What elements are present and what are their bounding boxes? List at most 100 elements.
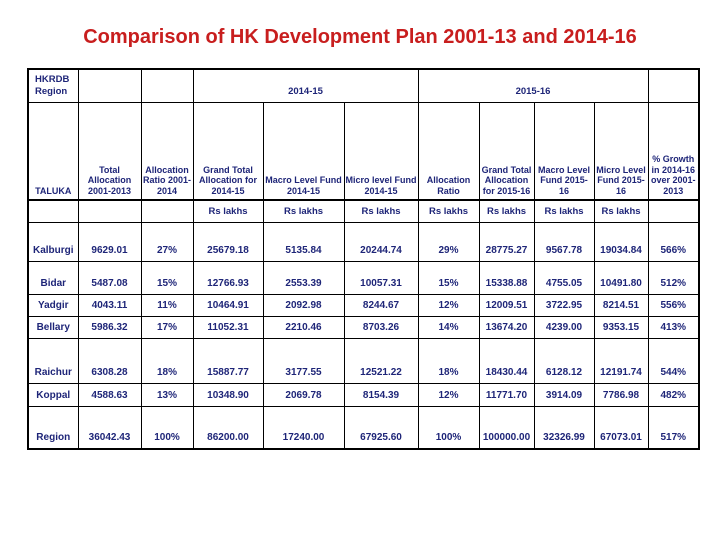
- unit-label: Rs lakhs: [593, 199, 649, 223]
- col-header-macro-fund-2014-15: Macro Level Fund 2014-15: [262, 101, 345, 201]
- value-cell: 18%: [140, 337, 194, 384]
- value-cell: 12521.22: [343, 337, 419, 384]
- value-cell: 27%: [140, 221, 194, 262]
- table-row-region: Region 36042.43 100% 86200.00 17240.00 67925.…: [27, 405, 700, 450]
- value-cell: 4755.05: [533, 260, 595, 295]
- value-cell: 544%: [647, 337, 700, 384]
- empty-header-cell: [77, 68, 142, 103]
- table-row-bellary: Bellary 5986.32 17% 11052.31 2210.46 8703.26 1…: [27, 315, 700, 339]
- value-cell: 3177.55: [262, 337, 345, 384]
- value-cell: 17%: [140, 315, 194, 339]
- taluka-cell: Bellary: [27, 315, 79, 339]
- value-cell: 4043.11: [77, 293, 142, 317]
- unit-label: Rs lakhs: [478, 199, 535, 223]
- value-cell: 4588.63: [77, 382, 142, 407]
- table-row-koppal: Koppal 4588.63 13% 10348.90 2069.78 8154.39 12…: [27, 382, 700, 407]
- col-header-micro-fund-2014-15: Micro level Fund 2014-15: [343, 101, 419, 201]
- col-header-total-allocation-2001-2013: Total Allocation 2001-2013: [77, 101, 142, 201]
- column-header-row: TALUKA Total Allocation 2001-2013 Alloca…: [27, 101, 700, 201]
- value-cell: 2092.98: [262, 293, 345, 317]
- value-cell: 15%: [417, 260, 480, 295]
- value-cell: 18%: [417, 337, 480, 384]
- unit-label: Rs lakhs: [533, 199, 595, 223]
- value-cell: 413%: [647, 315, 700, 339]
- col-header-taluka: TALUKA: [27, 101, 79, 201]
- empty-unit-cell: [27, 199, 79, 223]
- value-cell: 29%: [417, 221, 480, 262]
- value-cell: 8214.51: [593, 293, 649, 317]
- value-cell: 4239.00: [533, 315, 595, 339]
- value-cell: 36042.43: [77, 405, 142, 450]
- col-header-macro-fund-2015-16: Macro Level Fund 2015-16: [533, 101, 595, 201]
- comparison-table: HKRDB Region 2014-15 2015-16 TALUKA Tota…: [27, 68, 700, 450]
- value-cell: 11%: [140, 293, 194, 317]
- value-cell: 8244.67: [343, 293, 419, 317]
- col-header-grand-total-2015-16: Grand Total Allocation for 2015-16: [478, 101, 535, 201]
- value-cell: 18430.44: [478, 337, 535, 384]
- units-row: Rs lakhs Rs lakhs Rs lakhs Rs lakhs Rs l…: [27, 199, 700, 223]
- value-cell: 32326.99: [533, 405, 595, 450]
- value-cell: 67925.60: [343, 405, 419, 450]
- value-cell: 17240.00: [262, 405, 345, 450]
- table-body: Kalburgi 9629.01 27% 25679.18 5135.84 20244.7…: [27, 221, 700, 450]
- table-row-raichur: Raichur 6308.28 18% 15887.77 3177.55 12521.22…: [27, 337, 700, 384]
- empty-unit-cell: [647, 199, 700, 223]
- col-header-allocation-ratio: Allocation Ratio: [417, 101, 480, 201]
- taluka-cell: Raichur: [27, 337, 79, 384]
- value-cell: 15338.88: [478, 260, 535, 295]
- col-header-micro-fund-2015-16: Micro Level Fund 2015- 16: [593, 101, 649, 201]
- empty-unit-cell: [140, 199, 194, 223]
- value-cell: 3722.95: [533, 293, 595, 317]
- value-cell: 25679.18: [192, 221, 264, 262]
- taluka-cell: Bidar: [27, 260, 79, 295]
- value-cell: 566%: [647, 221, 700, 262]
- table-row-bidar: Bidar 5487.08 15% 12766.93 2553.39 10057.31 15…: [27, 260, 700, 295]
- value-cell: 10491.80: [593, 260, 649, 295]
- empty-header-cell: [140, 68, 194, 103]
- table-row-kalburgi: Kalburgi 9629.01 27% 25679.18 5135.84 20244.7…: [27, 221, 700, 262]
- value-cell: 11771.70: [478, 382, 535, 407]
- value-cell: 12191.74: [593, 337, 649, 384]
- value-cell: 67073.01: [593, 405, 649, 450]
- value-cell: 12766.93: [192, 260, 264, 295]
- span-header-2014-15: 2014-15: [192, 68, 419, 103]
- value-cell: 5135.84: [262, 221, 345, 262]
- value-cell: 10348.90: [192, 382, 264, 407]
- unit-label: Rs lakhs: [343, 199, 419, 223]
- taluka-cell: Yadgir: [27, 293, 79, 317]
- taluka-cell: Kalburgi: [27, 221, 79, 262]
- col-header-growth: % Growth in 2014-16 over 2001- 2013: [647, 101, 700, 201]
- taluka-cell: Region: [27, 405, 79, 450]
- value-cell: 7786.98: [593, 382, 649, 407]
- value-cell: 13674.20: [478, 315, 535, 339]
- value-cell: 15887.77: [192, 337, 264, 384]
- slide-title: Comparison of HK Development Plan 2001-1…: [83, 26, 637, 48]
- value-cell: 517%: [647, 405, 700, 450]
- col-header-allocation-ratio-2001-2014: Allocation Ratio 2001- 2014: [140, 101, 194, 201]
- empty-header-cell: [647, 68, 700, 103]
- value-cell: 556%: [647, 293, 700, 317]
- value-cell: 8154.39: [343, 382, 419, 407]
- value-cell: 11052.31: [192, 315, 264, 339]
- value-cell: 100000.00: [478, 405, 535, 450]
- unit-label: Rs lakhs: [192, 199, 264, 223]
- value-cell: 8703.26: [343, 315, 419, 339]
- value-cell: 2553.39: [262, 260, 345, 295]
- value-cell: 5986.32: [77, 315, 142, 339]
- value-cell: 28775.27: [478, 221, 535, 262]
- value-cell: 12009.51: [478, 293, 535, 317]
- value-cell: 12%: [417, 382, 480, 407]
- value-cell: 100%: [417, 405, 480, 450]
- value-cell: 10057.31: [343, 260, 419, 295]
- taluka-cell: Koppal: [27, 382, 79, 407]
- value-cell: 12%: [417, 293, 480, 317]
- value-cell: 2210.46: [262, 315, 345, 339]
- value-cell: 9629.01: [77, 221, 142, 262]
- value-cell: 2069.78: [262, 382, 345, 407]
- span-header-2015-16: 2015-16: [417, 68, 649, 103]
- value-cell: 19034.84: [593, 221, 649, 262]
- value-cell: 20244.74: [343, 221, 419, 262]
- value-cell: 6308.28: [77, 337, 142, 384]
- corner-label: HKRDB Region: [27, 68, 79, 103]
